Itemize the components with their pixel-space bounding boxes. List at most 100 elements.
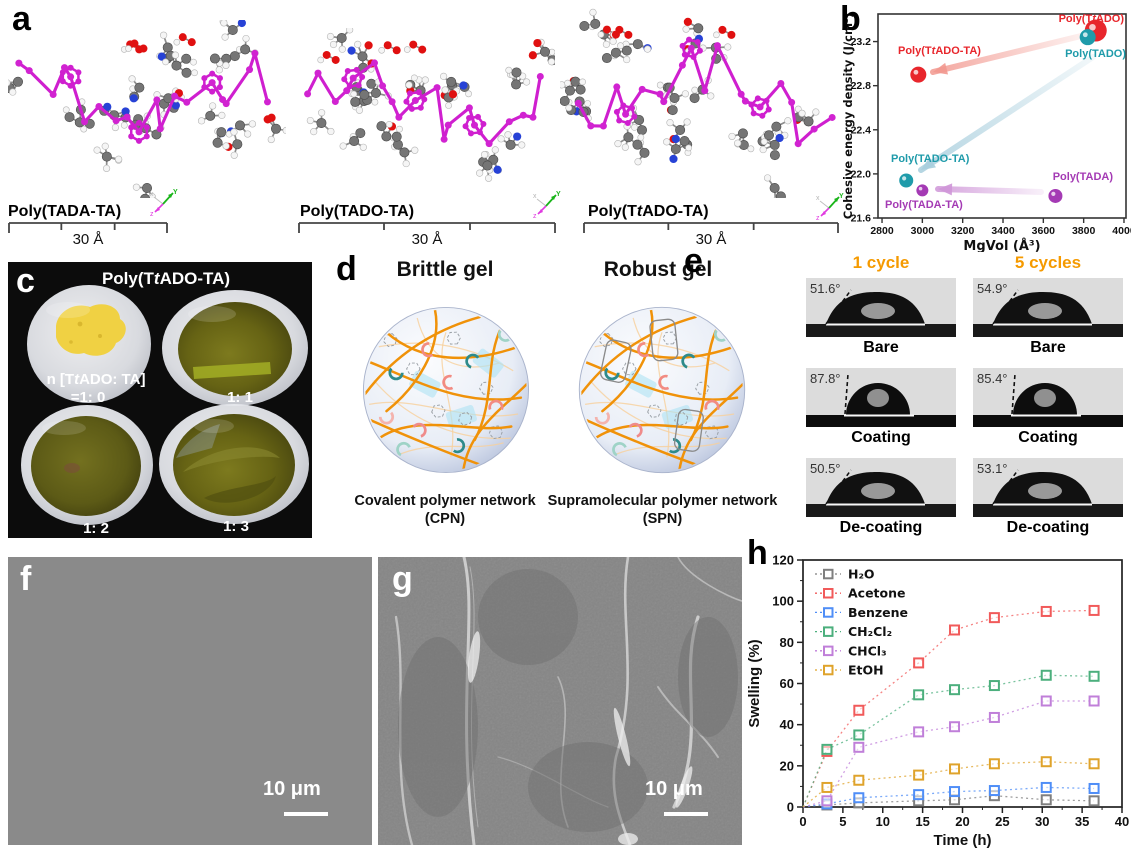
legend-label: CHCl₃ xyxy=(848,643,887,658)
series-marker xyxy=(988,711,1000,723)
molecule-name: Poly(TtADO-TA) xyxy=(588,203,709,220)
column-header-5-cycles: 5 cycles xyxy=(1014,253,1082,272)
series-marker xyxy=(988,680,1000,692)
sample-ratio-label: 1: 3 xyxy=(223,518,249,535)
contact-angle-image-de-coating-1cycle: 50.5° xyxy=(806,458,956,517)
svg-text:Y: Y xyxy=(173,189,178,196)
polymer-strand xyxy=(375,423,513,442)
transition-arrowhead xyxy=(933,62,949,75)
y-tick-label: 22.0 xyxy=(851,168,872,180)
legend-marker xyxy=(823,626,834,637)
polymer-strand xyxy=(581,415,704,469)
ratio-caption-line1: n [TtADO: TA] xyxy=(47,371,146,388)
crosslinker-arc xyxy=(388,365,404,381)
dish-1-1 xyxy=(162,290,308,406)
tangent-line xyxy=(992,289,1019,325)
faint-strand xyxy=(589,379,730,440)
scale-ruler-label: 30 Å xyxy=(73,231,104,247)
series-marker xyxy=(949,684,961,696)
x-tick-label: 3600 xyxy=(1032,225,1056,237)
series-marker xyxy=(1088,758,1100,770)
svg-text:z: z xyxy=(533,213,537,220)
molecule-name: Poly(TADO-TA) xyxy=(300,203,415,220)
svg-text:x: x xyxy=(533,193,537,200)
surface-state-label: Bare xyxy=(1030,339,1066,356)
sem-scale-bar xyxy=(664,812,708,816)
y-tick-label: 120 xyxy=(772,553,794,568)
sample-ratio-label: 1: 1 xyxy=(227,389,253,406)
molecule-backbone xyxy=(15,49,271,144)
legend-marker xyxy=(823,645,834,657)
molecule-atoms xyxy=(8,20,286,198)
x-tick-label: 3800 xyxy=(1072,225,1096,237)
dashed-hexagon-motif xyxy=(383,333,398,348)
x-tick-label: 2800 xyxy=(870,225,894,237)
y-axis: 0 20 40 60 80 100 120 xyxy=(772,553,803,815)
cpn-caption: Covalent polymer network (CPN) xyxy=(354,493,536,528)
molecule-image-ttado-ta xyxy=(560,8,836,198)
supramolecular-network-diagram xyxy=(578,306,746,474)
gel-samples-photo: Poly(TtADO-TA) n [TtADO: TA] =1: 0 1: 1 … xyxy=(8,262,312,538)
network-content xyxy=(365,309,527,471)
supramolecular-box xyxy=(649,318,679,362)
series-marker xyxy=(853,792,865,804)
x-tick-label: 5 xyxy=(839,814,846,829)
contact-angle-image-coating-5cycles: 85.4° xyxy=(973,368,1123,427)
contact-angle-value: 54.9° xyxy=(977,281,1008,296)
series-marker xyxy=(949,786,961,798)
polymer-strand xyxy=(365,315,481,397)
droplet-highlight xyxy=(867,389,889,407)
legend-label: CH₂Cl₂ xyxy=(848,624,892,639)
contact-angle-value: 87.8° xyxy=(810,371,841,386)
crosslinker-arc xyxy=(681,353,697,369)
series-marker xyxy=(988,758,1000,770)
series-marker xyxy=(913,726,925,738)
y-tick-label: 20 xyxy=(780,758,794,773)
contact-angle-value: 50.5° xyxy=(810,461,841,476)
dish-1-3 xyxy=(159,404,309,524)
pi-stacking-highlight xyxy=(445,404,477,429)
scale-ruler-label: 30 Å xyxy=(696,231,727,247)
transition-arrowhead xyxy=(921,157,936,170)
y-tick-label: 100 xyxy=(772,594,794,609)
axes-gizmo-icon: x Yz xyxy=(816,193,844,222)
transition-arrowhead xyxy=(938,183,953,196)
substrate xyxy=(973,415,1123,427)
y-tick-label: 40 xyxy=(780,717,794,732)
data-point-highlight xyxy=(902,176,907,181)
surface-state-label: Coating xyxy=(851,429,911,446)
brittle-gel-title: Brittle gel xyxy=(396,258,494,281)
y-tick-label: 60 xyxy=(780,676,794,691)
panel-f-label: f xyxy=(20,560,32,598)
spn-caption: Supramolecular polymer network (SPN) xyxy=(547,493,778,528)
droplet-highlight xyxy=(1034,389,1056,407)
crosslinker-arc xyxy=(411,422,427,438)
sem-scale-text: 10 μm xyxy=(645,778,703,800)
series-marker xyxy=(821,743,833,755)
series-CH₂Cl₂ xyxy=(802,669,1100,808)
surface-state-label: Bare xyxy=(863,339,899,356)
sem-image-textured xyxy=(378,557,742,845)
svg-text:Y: Y xyxy=(839,193,844,200)
series-marker xyxy=(853,774,865,786)
dish-1-2 xyxy=(21,405,153,525)
contact-angle-image-de-coating-5cycles: 53.1° xyxy=(973,458,1123,517)
series-line xyxy=(802,700,1095,808)
data-point-highlight xyxy=(1089,23,1096,31)
series-marker xyxy=(1040,781,1052,793)
droplet-highlight xyxy=(861,303,895,319)
series-marker xyxy=(1040,756,1052,768)
data-point-highlight xyxy=(913,69,919,75)
svg-text:x: x xyxy=(150,191,154,198)
x-tick-label: 15 xyxy=(915,814,929,829)
molecule-backbone xyxy=(574,36,836,148)
substrate xyxy=(806,504,956,517)
dashed-hexagon-motif xyxy=(458,411,473,426)
data-point xyxy=(1079,29,1096,46)
axes-gizmo-icon: x Yz xyxy=(150,189,178,218)
y-tick-label: 80 xyxy=(780,635,794,650)
sample-ratio-label: 1: 2 xyxy=(83,520,109,537)
dashed-hexagon-motif xyxy=(488,425,504,440)
series-marker xyxy=(1088,782,1100,794)
tangent-line xyxy=(825,469,852,505)
